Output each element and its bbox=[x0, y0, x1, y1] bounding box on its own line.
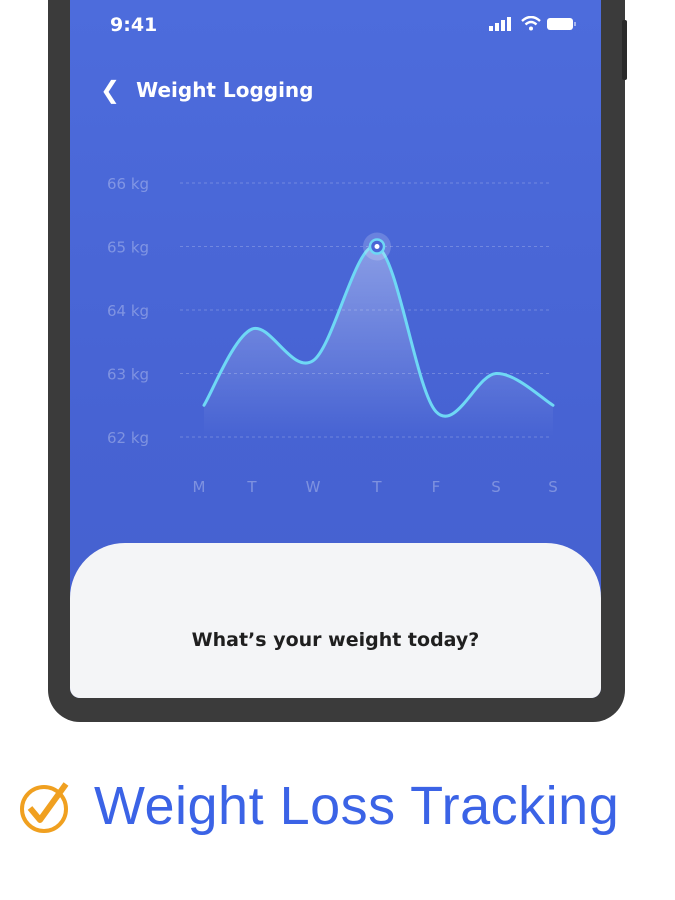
y-tick-label: 62 kg bbox=[107, 429, 149, 447]
x-tick-label: S bbox=[491, 478, 501, 496]
page-title: Weight Logging bbox=[136, 78, 314, 102]
check-circle-icon bbox=[20, 782, 69, 833]
wifi-icon bbox=[521, 16, 541, 31]
chart-area-fill bbox=[204, 246, 553, 437]
caption-text: Weight Loss Tracking bbox=[94, 776, 620, 836]
weight-input-card: What’s your weight today? bbox=[70, 543, 601, 698]
x-tick-label: T bbox=[371, 478, 382, 496]
y-tick-label: 63 kg bbox=[107, 366, 149, 384]
y-tick-label: 64 kg bbox=[107, 302, 149, 320]
weight-chart: 66 kg 65 kg 64 kg 63 kg 62 kg M T W T F S S bbox=[107, 175, 558, 496]
x-tick-label: S bbox=[548, 478, 558, 496]
x-tick-label: M bbox=[193, 478, 206, 496]
status-time: 9:41 bbox=[110, 14, 158, 36]
feature-caption: Weight Loss Tracking bbox=[18, 775, 619, 837]
weight-question: What’s your weight today? bbox=[191, 629, 480, 651]
header: ❮ Weight Logging bbox=[100, 78, 313, 102]
chevron-left-icon[interactable]: ❮ bbox=[100, 76, 121, 104]
battery-icon bbox=[547, 17, 576, 30]
app-screen: 9:41 ❮ Weight Logging 66 kg 65 kg 64 kg 63 … bbox=[70, 0, 601, 698]
x-tick-label: T bbox=[246, 478, 257, 496]
phone-side-button bbox=[622, 20, 627, 80]
highlight-point-center bbox=[374, 244, 380, 249]
x-tick-label: F bbox=[432, 478, 441, 496]
y-tick-label: 66 kg bbox=[107, 175, 149, 193]
y-tick-label: 65 kg bbox=[107, 239, 149, 257]
x-tick-label: W bbox=[306, 478, 321, 496]
signal-icon bbox=[489, 16, 511, 31]
status-icons bbox=[489, 16, 577, 31]
